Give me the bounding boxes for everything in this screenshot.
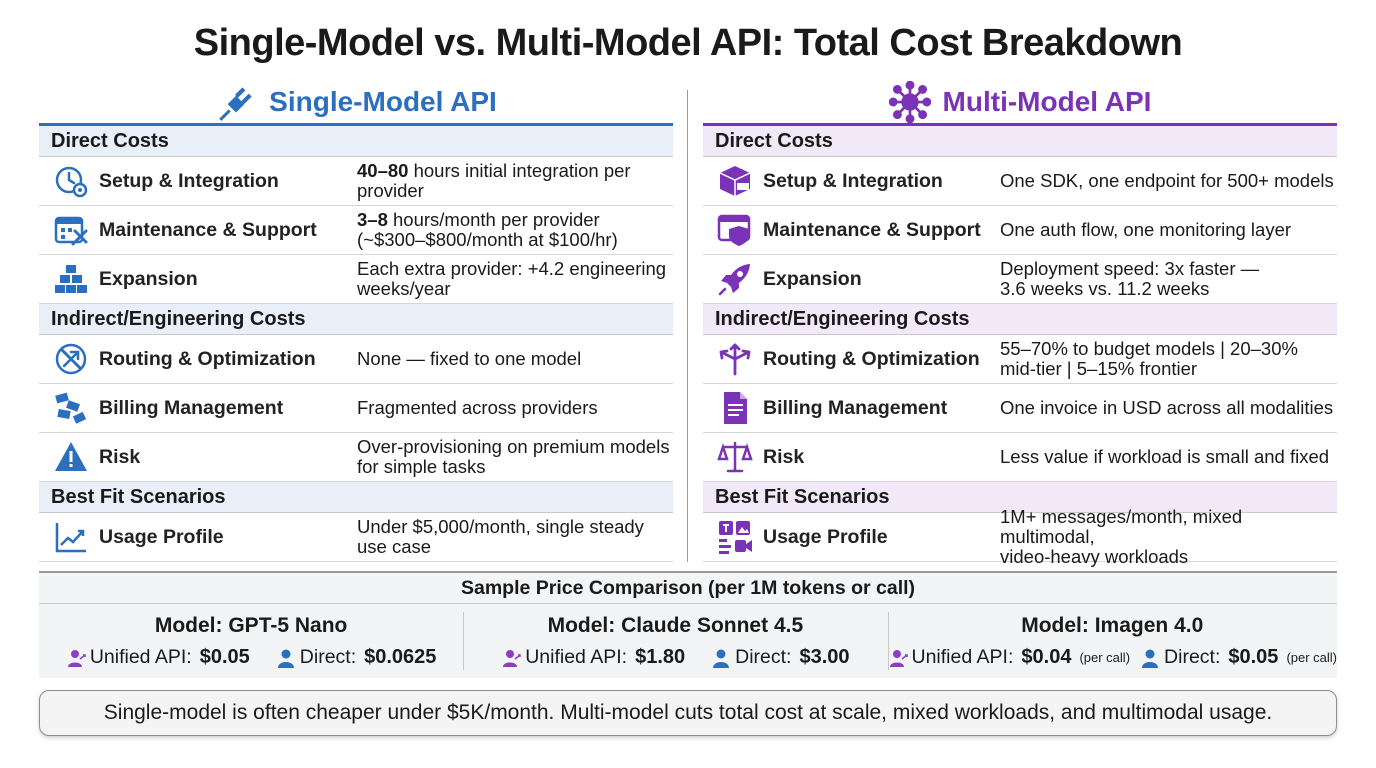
- multi-usage-row: Usage Profile 1M+ messages/month, mixed …: [703, 507, 1337, 567]
- model-name: Model: Claude Sonnet 4.5: [547, 614, 804, 637]
- direct-user-icon: [713, 649, 730, 668]
- multi-routing-row: Routing & Optimization 55–70% to budget …: [703, 335, 1337, 384]
- blocks-icon: [47, 255, 95, 304]
- unified-user-icon: [67, 649, 86, 667]
- multi-usage-label: Usage Profile: [763, 525, 888, 548]
- trend-line-icon: [47, 513, 95, 562]
- single-expansion-value: Each extra provider: +4.2 engineering wee…: [357, 258, 667, 299]
- warning-icon: [47, 433, 95, 482]
- single-indirect-costs-header: Indirect/Engineering Costs: [39, 304, 673, 335]
- single-setup-value: 40–80 hours initial integration per prov…: [357, 160, 631, 201]
- multi-maintenance-row: Maintenance & Support One auth flow, one…: [703, 206, 1337, 255]
- unified-user-icon: [503, 649, 521, 667]
- multi-risk-row: Risk Less value if workload is small and…: [703, 433, 1337, 482]
- scattered-bills-icon: [47, 384, 95, 433]
- multi-setup-row: Setup & Integration One SDK, one endpoin…: [703, 157, 1337, 206]
- single-usage-label: Usage Profile: [99, 525, 224, 548]
- single-routing-label: Routing & Optimization: [99, 347, 316, 370]
- multi-routing-value: 55–70% to budget models | 20–30% mid-tier…: [1000, 338, 1298, 379]
- unified-price: Unified API: $0.04 (per call): [888, 646, 1130, 669]
- single-billing-value: Fragmented across providers: [357, 397, 598, 418]
- rocket-icon: [711, 255, 759, 304]
- single-model-title: Single-Model API: [269, 85, 497, 117]
- model-name: Model: GPT-5 Nano: [154, 614, 348, 637]
- page-title: Single-Model vs. Multi-Model API: Total …: [193, 22, 1183, 64]
- direct-price: Direct: $0.0625: [276, 646, 436, 669]
- single-maintenance-value: 3–8 hours/month per provider (~$300–$800/…: [357, 209, 618, 250]
- single-billing-row: Billing Management Fragmented across pro…: [39, 384, 673, 433]
- invoice-icon: [711, 384, 759, 433]
- multi-setup-label: Setup & Integration: [763, 169, 943, 192]
- single-risk-label: Risk: [99, 445, 141, 468]
- multi-expansion-row: Expansion Deployment speed: 3x faster —3…: [703, 255, 1337, 304]
- single-routing-row: Routing & Optimization None — fixed to o…: [39, 335, 673, 384]
- multi-model-heading: Multi-Model API: [703, 80, 1337, 126]
- price-comparison-panel: Sample Price Comparison (per 1M tokens o…: [39, 571, 1337, 678]
- browser-shield-icon: [711, 206, 759, 255]
- multi-risk-label: Risk: [763, 445, 805, 468]
- single-usage-value: Under $5,000/month, single steady use cas…: [357, 516, 644, 557]
- direct-user-icon: [277, 649, 294, 668]
- single-model-column: Single-Model API Direct Costs Setup & In…: [39, 80, 673, 562]
- multi-expansion-value: Deployment speed: 3x faster —3.6 weeks v…: [1000, 258, 1260, 299]
- sdk-box-icon: [711, 157, 759, 206]
- column-divider: [687, 90, 688, 562]
- model-name: Model: Imagen 4.0: [1021, 614, 1204, 637]
- multi-direct-costs-header: Direct Costs: [703, 126, 1337, 157]
- model-gpt5-nano: Model: GPT-5 Nano Unified API: $0.05 Dire…: [39, 604, 463, 678]
- unified-price: Unified API: $1.80: [501, 646, 685, 669]
- direct-user-icon: [1142, 649, 1159, 668]
- calendar-tools-icon: [47, 206, 95, 255]
- price-comparison-heading: Sample Price Comparison (per 1M tokens o…: [39, 573, 1337, 604]
- single-risk-row: Risk Over-provisioning on premium models…: [39, 433, 673, 482]
- single-expansion-row: Expansion Each extra provider: +4.2 engi…: [39, 255, 673, 304]
- multimodal-icon: [711, 513, 759, 562]
- multi-indirect-costs-header: Indirect/Engineering Costs: [703, 304, 1337, 335]
- no-routing-icon: [47, 335, 95, 384]
- single-setup-row: Setup & Integration 40–80 hours initial …: [39, 157, 673, 206]
- single-direct-costs-header: Direct Costs: [39, 126, 673, 157]
- clock-gear-icon: [47, 157, 95, 206]
- model-imagen-4: Model: Imagen 4.0 Unified API: $0.04 (per …: [887, 604, 1337, 678]
- single-routing-value: None — fixed to one model: [357, 348, 582, 369]
- multi-billing-value: One invoice in USD across all modalities: [1000, 397, 1334, 418]
- single-maintenance-label: Maintenance & Support: [99, 218, 317, 241]
- multi-expansion-label: Expansion: [763, 267, 862, 290]
- multi-maintenance-label: Maintenance & Support: [763, 218, 981, 241]
- multi-model-title: Multi-Model API: [942, 85, 1152, 117]
- direct-price: Direct: $3.00: [711, 646, 850, 669]
- unified-user-icon: [889, 649, 908, 667]
- multi-billing-row: Billing Management One invoice in USD ac…: [703, 384, 1337, 433]
- multi-risk-value: Less value if workload is small and fixe…: [1000, 446, 1330, 467]
- multi-routing-label: Routing & Optimization: [763, 347, 980, 370]
- scales-icon: [711, 433, 759, 482]
- single-maintenance-row: Maintenance & Support 3–8 hours/month pe…: [39, 206, 673, 255]
- multi-best-fit-header: Best Fit Scenarios: [703, 482, 1337, 513]
- unified-price: Unified API: $0.05: [66, 646, 250, 669]
- single-setup-label: Setup & Integration: [99, 169, 279, 192]
- multi-setup-value: One SDK, one endpoint for 500+ models: [1000, 170, 1334, 191]
- direct-price: Direct: $0.05 (per call): [1140, 646, 1337, 669]
- single-model-heading: Single-Model API: [39, 80, 673, 126]
- multi-billing-label: Billing Management: [763, 396, 948, 419]
- single-billing-label: Billing Management: [99, 396, 284, 419]
- single-risk-value: Over-provisioning on premium models for s…: [357, 436, 670, 477]
- split-arrows-icon: [711, 335, 759, 384]
- model-claude-sonnet: Model: Claude Sonnet 4.5 Unified API: $1.…: [463, 604, 887, 678]
- plug-icon: [219, 86, 252, 121]
- summary-footer: Single-model is often cheaper under $5K/…: [39, 690, 1337, 736]
- multi-maintenance-value: One auth flow, one monitoring layer: [1000, 219, 1292, 240]
- hub-icon: [888, 80, 931, 123]
- multi-usage-value: 1M+ messages/month, mixed multimodal, vid…: [1000, 506, 1243, 567]
- single-expansion-label: Expansion: [99, 267, 198, 290]
- single-usage-row: Usage Profile Under $5,000/month, single…: [39, 513, 673, 562]
- single-best-fit-header: Best Fit Scenarios: [39, 482, 673, 513]
- multi-model-column: Multi-Model API Direct Costs Setup & Int…: [703, 80, 1337, 567]
